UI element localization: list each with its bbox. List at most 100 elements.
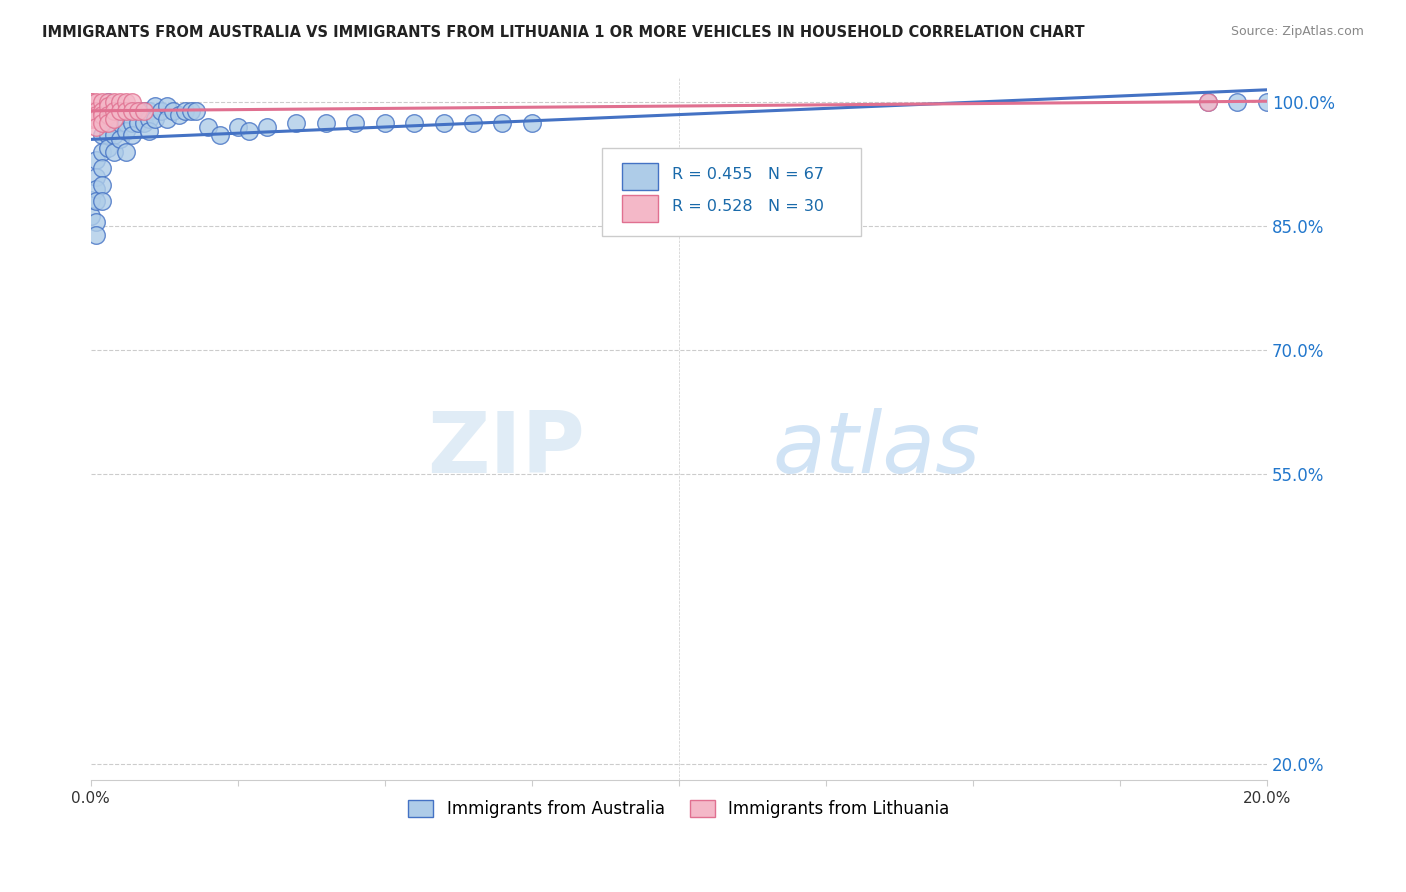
Point (91, 178, 114, 192)
Point (156, 99, 179, 113)
Point (132, 103, 155, 118)
Point (432, 116, 454, 130)
Point (79, 108, 101, 122)
Point (91, 103, 114, 118)
Point (91, 108, 114, 122)
Point (86, 95, 108, 110)
Point (103, 112, 125, 126)
Point (115, 103, 138, 118)
Text: R = 0.528   N = 30: R = 0.528 N = 30 (672, 199, 824, 213)
Point (91, 145, 114, 159)
Point (79, 210, 101, 224)
Point (1197, 95, 1219, 110)
Point (491, 116, 513, 130)
Point (121, 116, 143, 130)
Point (285, 116, 308, 130)
Point (97, 108, 120, 122)
Point (238, 124, 260, 138)
Point (79, 103, 101, 118)
Point (461, 116, 484, 130)
FancyBboxPatch shape (602, 148, 860, 235)
Point (208, 128, 231, 143)
Point (86, 112, 108, 126)
Point (86, 182, 108, 196)
Point (197, 120, 219, 134)
Point (79, 95, 101, 110)
Text: Source: ZipAtlas.com: Source: ZipAtlas.com (1230, 25, 1364, 38)
Point (1226, 95, 1249, 110)
Point (86, 153, 108, 168)
Point (108, 103, 131, 118)
Point (138, 124, 160, 138)
Point (86, 103, 108, 118)
Point (115, 116, 138, 130)
Point (86, 227, 108, 242)
Point (374, 116, 396, 130)
Point (127, 116, 149, 130)
Point (79, 193, 101, 207)
Point (150, 103, 173, 118)
Point (103, 103, 125, 118)
FancyBboxPatch shape (623, 194, 658, 221)
Point (108, 116, 131, 130)
Point (108, 132, 131, 146)
Point (138, 112, 160, 126)
Point (121, 103, 143, 118)
Point (91, 112, 114, 126)
Point (256, 120, 278, 134)
Point (86, 169, 108, 184)
Point (86, 194, 108, 209)
Text: R = 0.455   N = 67: R = 0.455 N = 67 (672, 167, 824, 182)
FancyBboxPatch shape (623, 163, 658, 190)
Point (97, 116, 120, 130)
Point (1197, 95, 1219, 110)
Point (404, 116, 426, 130)
Point (91, 161, 114, 176)
Point (115, 145, 138, 159)
Point (97, 103, 120, 118)
Point (156, 112, 179, 126)
Point (186, 103, 208, 118)
Text: IMMIGRANTS FROM AUSTRALIA VS IMMIGRANTS FROM LITHUANIA 1 OR MORE VEHICLES IN HOU: IMMIGRANTS FROM AUSTRALIA VS IMMIGRANTS … (42, 25, 1085, 40)
Point (143, 112, 166, 126)
Point (121, 128, 143, 143)
Point (127, 103, 149, 118)
Point (91, 116, 114, 130)
Point (121, 95, 143, 110)
Point (97, 99, 120, 113)
Point (91, 194, 114, 209)
Point (91, 128, 114, 143)
Point (86, 108, 108, 122)
Point (97, 95, 120, 110)
Point (132, 116, 155, 130)
Point (103, 116, 125, 130)
Point (162, 103, 184, 118)
Point (97, 141, 120, 155)
Point (167, 108, 190, 122)
Point (79, 95, 101, 110)
Point (138, 103, 160, 118)
Point (344, 116, 367, 130)
Point (86, 215, 108, 229)
Legend: Immigrants from Australia, Immigrants from Lithuania: Immigrants from Australia, Immigrants fr… (402, 793, 956, 825)
Point (79, 112, 101, 126)
Point (520, 116, 543, 130)
Point (97, 95, 120, 110)
Point (103, 128, 125, 143)
Point (97, 116, 120, 130)
Point (108, 103, 131, 118)
Point (121, 103, 143, 118)
Point (86, 120, 108, 134)
Point (1256, 95, 1278, 110)
Point (108, 95, 131, 110)
Point (315, 116, 337, 130)
Point (132, 103, 155, 118)
Point (103, 103, 125, 118)
Point (173, 103, 195, 118)
Text: ZIP: ZIP (427, 409, 585, 491)
Point (180, 103, 202, 118)
Point (115, 124, 138, 138)
Point (91, 95, 114, 110)
Point (103, 95, 125, 110)
Point (103, 145, 125, 159)
